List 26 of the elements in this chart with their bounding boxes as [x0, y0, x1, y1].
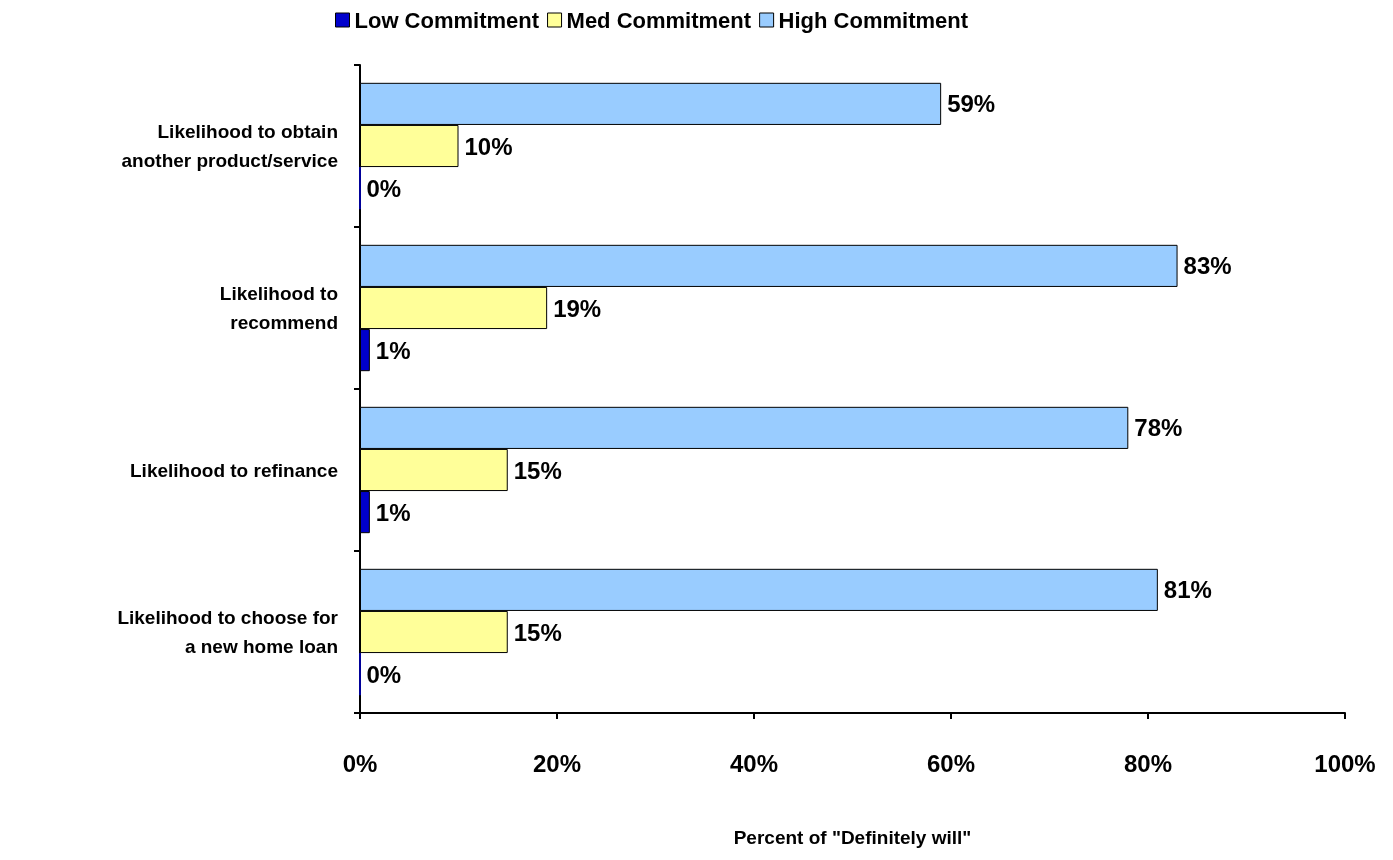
y-tick-label: Likelihood to choose for a new home loan	[117, 607, 339, 657]
x-tick-label: 40%	[729, 749, 779, 777]
x-axis-title: Percent of "Definitely will"	[733, 827, 972, 848]
y-tick-label: Likelihood to obtain another product/service	[121, 121, 338, 171]
data-label: 0%	[366, 660, 402, 688]
x-tick-label: 20%	[532, 749, 582, 777]
data-label: 10%	[464, 132, 513, 160]
data-label: 81%	[1163, 576, 1212, 604]
data-label: 83%	[1183, 252, 1232, 280]
data-label: 78%	[1134, 414, 1183, 442]
x-tick-label: 100%	[1314, 749, 1376, 777]
x-tick-label: 80%	[1123, 749, 1173, 777]
data-label: 1%	[375, 498, 411, 526]
data-label: 15%	[513, 618, 562, 646]
legend-label: Low Commitment	[354, 7, 540, 33]
legend-label: High Commitment	[778, 7, 969, 33]
data-label: 19%	[553, 294, 602, 322]
legend-label: Med Commitment	[566, 7, 752, 33]
x-tick-label: 0%	[342, 749, 378, 777]
data-label: 0%	[366, 174, 402, 202]
x-tick-label: 60%	[926, 749, 976, 777]
data-label: 15%	[513, 456, 562, 484]
data-label: 1%	[375, 336, 411, 364]
data-label: 59%	[947, 90, 996, 118]
y-tick-label: Likelihood to recommend	[219, 283, 338, 333]
y-tick-label: Likelihood to refinance	[130, 459, 338, 481]
